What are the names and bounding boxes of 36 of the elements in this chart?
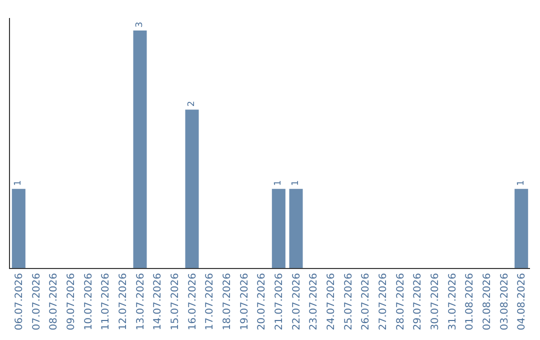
x-tick-label: 12.07.2026 — [118, 273, 129, 330]
data-label: 1 — [291, 180, 301, 186]
x-tick-label: 18.07.2026 — [222, 273, 233, 330]
x-tick-label: 02.08.2026 — [482, 273, 493, 330]
x-tick-label: 07.07.2026 — [31, 273, 42, 330]
data-label: 3 — [135, 22, 145, 28]
x-tick-label: 19.07.2026 — [239, 273, 250, 330]
x-tick-label: 09.07.2026 — [66, 273, 77, 330]
x-tick-label: 21.07.2026 — [274, 273, 285, 330]
x-tick-label: 17.07.2026 — [204, 273, 216, 330]
data-label: 2 — [187, 100, 197, 107]
x-tick-label: 31.07.2026 — [447, 273, 458, 330]
x-tick-label: 26.07.2026 — [360, 273, 372, 330]
x-tick-label: 16.07.2026 — [187, 273, 198, 330]
x-tick-label: 11.07.2026 — [100, 273, 112, 330]
x-tick-label: 01.08.2026 — [464, 273, 476, 330]
x-tick-label: 22.07.2026 — [291, 273, 302, 330]
x-tick-label: 24.07.2026 — [326, 273, 337, 330]
x-tick-label: 13.07.2026 — [135, 273, 146, 330]
x-tick-label: 04.08.2026 — [516, 273, 528, 330]
x-tick-label: 08.07.2026 — [48, 273, 60, 330]
x-tick-label: 14.07.2026 — [152, 273, 164, 330]
x-tick-label: 15.07.2026 — [170, 273, 181, 330]
x-tick-label: 27.07.2026 — [378, 273, 389, 330]
x-tick-label: 23.07.2026 — [308, 273, 320, 330]
data-label: 1 — [516, 180, 526, 186]
x-tick-label: 25.07.2026 — [343, 273, 354, 330]
x-tick-label: 28.07.2026 — [395, 273, 406, 330]
x-tick-label: 20.07.2026 — [256, 273, 268, 330]
data-label: 1 — [14, 180, 24, 186]
x-tick-label: 06.07.2026 — [14, 273, 25, 330]
x-tick-label: 30.07.2026 — [430, 273, 441, 330]
data-label: 1 — [274, 180, 284, 186]
x-tick-label: 29.07.2026 — [412, 273, 424, 330]
x-tick-label: 03.08.2026 — [499, 273, 510, 330]
x-tick-label: 10.07.2026 — [83, 273, 94, 330]
